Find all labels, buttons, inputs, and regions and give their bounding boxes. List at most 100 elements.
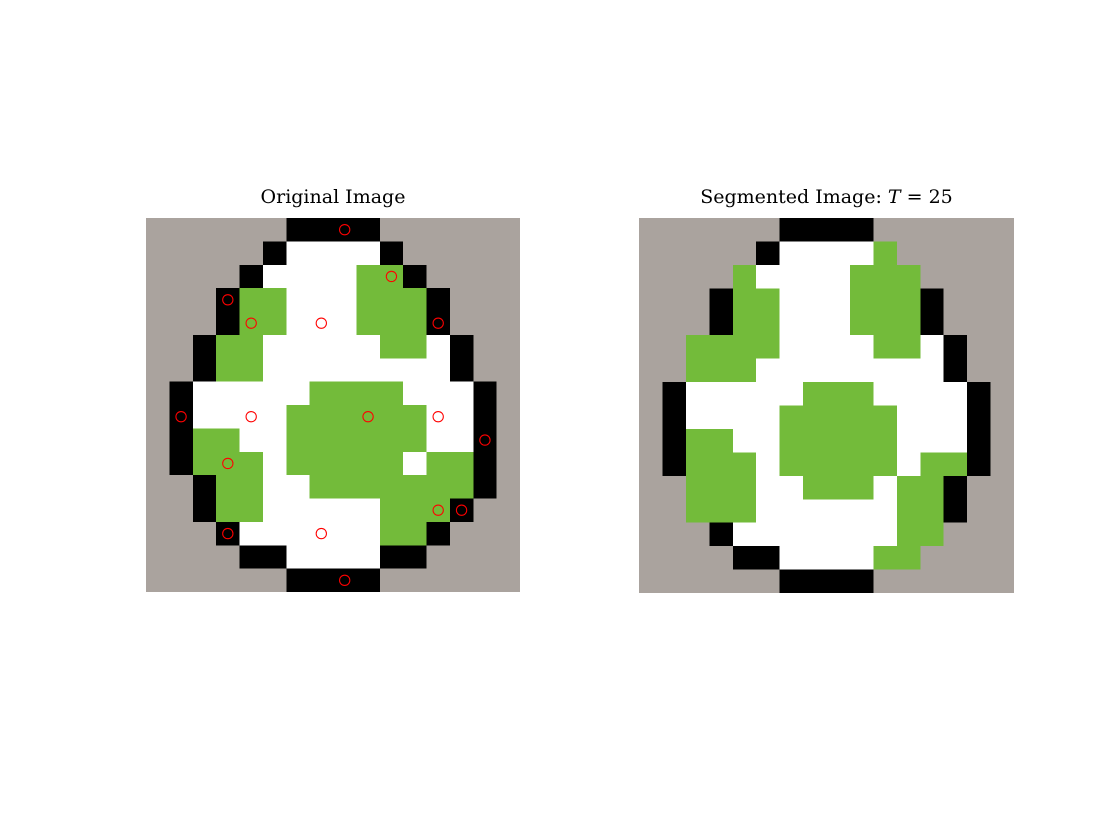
segmented-pixel bbox=[849, 218, 874, 242]
segmented-pixel bbox=[990, 428, 1014, 453]
segmented-pixel bbox=[709, 546, 734, 571]
segmented-pixel bbox=[920, 522, 945, 547]
segmented-pixel bbox=[662, 335, 687, 360]
original-pixel bbox=[262, 475, 287, 499]
segmented-pixel bbox=[967, 264, 992, 289]
segmented-pixel bbox=[709, 241, 734, 266]
segmented-pixel bbox=[779, 218, 804, 242]
original-pixel bbox=[496, 568, 520, 592]
original-pixel bbox=[356, 381, 381, 406]
segmented-pixel bbox=[732, 569, 757, 593]
segmented-pixel bbox=[967, 522, 992, 547]
original-pixel bbox=[239, 498, 264, 523]
original-pixel bbox=[426, 451, 451, 476]
original-pixel bbox=[192, 451, 217, 476]
segmented-pixel bbox=[779, 546, 804, 571]
original-pixel bbox=[262, 381, 287, 406]
original-pixel bbox=[449, 451, 474, 476]
original-pixel bbox=[473, 311, 498, 336]
original-pixel bbox=[286, 218, 311, 242]
segmented-pixel bbox=[639, 569, 663, 593]
segmented-pixel bbox=[639, 218, 663, 242]
segmented-pixel bbox=[685, 546, 710, 571]
segmented-pixel bbox=[779, 311, 804, 336]
segmented-pixel bbox=[639, 428, 663, 453]
segmented-pixel bbox=[732, 311, 757, 336]
segmented-pixel bbox=[826, 264, 851, 289]
segmented-pixel bbox=[826, 499, 851, 524]
original-pixel bbox=[192, 428, 217, 453]
original-pixel bbox=[192, 405, 217, 429]
segmented-pixel bbox=[943, 569, 968, 593]
seed-point-marker bbox=[222, 527, 234, 540]
segmented-pixel bbox=[803, 382, 827, 406]
original-pixel bbox=[496, 521, 520, 546]
segmented-pixel bbox=[990, 288, 1014, 313]
segmented-pixel bbox=[967, 311, 992, 336]
segmented-pixel bbox=[826, 218, 851, 242]
segmented-pixel bbox=[967, 358, 992, 383]
original-pixel bbox=[239, 218, 264, 242]
segmented-pixel bbox=[685, 311, 710, 336]
segmented-pixel bbox=[639, 546, 663, 571]
segmented-pixel bbox=[896, 311, 921, 336]
segmented-pixel bbox=[639, 405, 663, 430]
original-pixel bbox=[473, 381, 498, 406]
segmented-pixel bbox=[896, 358, 921, 383]
original-pixel bbox=[356, 545, 381, 570]
segmented-pixel bbox=[662, 569, 687, 593]
original-pixel bbox=[262, 218, 287, 242]
original-pixel bbox=[403, 311, 427, 336]
segmented-pixel bbox=[639, 335, 663, 360]
original-pixel bbox=[286, 288, 311, 312]
original-pixel bbox=[379, 288, 404, 312]
segmented-pixel bbox=[709, 452, 734, 477]
segmented-pixel bbox=[803, 475, 827, 500]
original-pixel bbox=[356, 358, 381, 383]
original-pixel bbox=[169, 334, 194, 359]
seed-point-marker bbox=[339, 224, 351, 236]
segmented-pixel bbox=[849, 382, 874, 406]
segmented-pixel bbox=[849, 522, 874, 547]
original-pixel bbox=[449, 568, 474, 592]
segmented-pixel bbox=[967, 546, 992, 571]
segmented-pixel bbox=[873, 382, 898, 406]
original-pixel bbox=[192, 264, 217, 289]
segmented-pixel bbox=[756, 288, 781, 313]
original-pixel bbox=[146, 428, 170, 453]
original-pixel bbox=[216, 334, 240, 359]
original-pixel bbox=[309, 264, 334, 289]
original-pixel bbox=[449, 218, 474, 242]
segmented-pixel bbox=[685, 522, 710, 547]
original-pixel bbox=[426, 241, 451, 266]
original-pixel bbox=[146, 405, 170, 429]
segmented-pixel bbox=[826, 522, 851, 547]
original-pixel bbox=[379, 521, 404, 546]
original-pixel bbox=[262, 264, 287, 289]
original-pixel bbox=[379, 381, 404, 406]
segmented-pixel bbox=[967, 499, 992, 524]
original-pixel bbox=[169, 475, 194, 499]
original-pixel bbox=[286, 405, 311, 429]
original-pixel bbox=[403, 288, 427, 312]
segmented-pixel bbox=[896, 218, 921, 242]
segmented-pixel bbox=[849, 241, 874, 266]
original-pixel bbox=[333, 358, 357, 383]
segmented-pixel bbox=[732, 428, 757, 453]
segmented-pixel bbox=[967, 475, 992, 500]
original-pixel bbox=[262, 451, 287, 476]
segmented-pixel bbox=[732, 264, 757, 289]
original-pixel bbox=[239, 358, 264, 383]
segmented-pixel bbox=[873, 452, 898, 477]
original-pixel bbox=[356, 451, 381, 476]
segmented-pixel bbox=[896, 475, 921, 500]
original-pixel bbox=[379, 498, 404, 523]
original-pixel bbox=[146, 521, 170, 546]
segmented-pixel bbox=[849, 311, 874, 336]
original-pixel bbox=[216, 451, 240, 476]
segmented-pixel bbox=[779, 241, 804, 266]
original-pixel bbox=[333, 334, 357, 359]
original-pixel bbox=[426, 475, 451, 499]
segmented-pixel bbox=[873, 311, 898, 336]
segmented-pixel bbox=[709, 522, 734, 547]
